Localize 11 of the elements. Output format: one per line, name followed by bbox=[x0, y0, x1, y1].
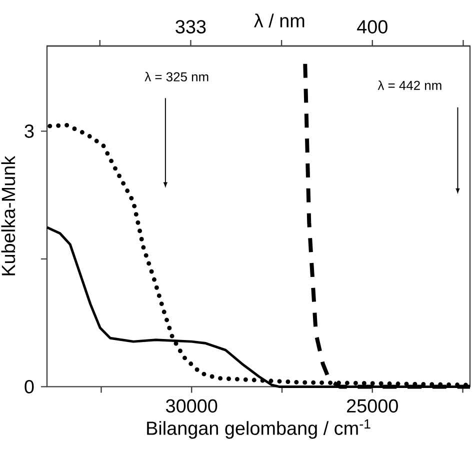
annotation: λ = 325 nm bbox=[144, 72, 208, 82]
x-tick-label: 30000 bbox=[166, 399, 218, 413]
y-tick-label: 3 bbox=[24, 124, 34, 138]
x2-tick-label: 333 bbox=[176, 20, 206, 34]
x2-axis-title: λ / nm bbox=[254, 14, 304, 28]
annotation: λ = 442 nm bbox=[378, 80, 442, 90]
y-tick-label: 0 bbox=[24, 380, 34, 394]
x-tick-label: 25000 bbox=[347, 399, 398, 413]
x-axis-title: Bilangan gelombang / cm$^{-1}$ bbox=[147, 419, 370, 439]
x2-tick-label: 400 bbox=[357, 20, 388, 34]
y-axis-title: Kubelka-Munk bbox=[1, 156, 16, 276]
